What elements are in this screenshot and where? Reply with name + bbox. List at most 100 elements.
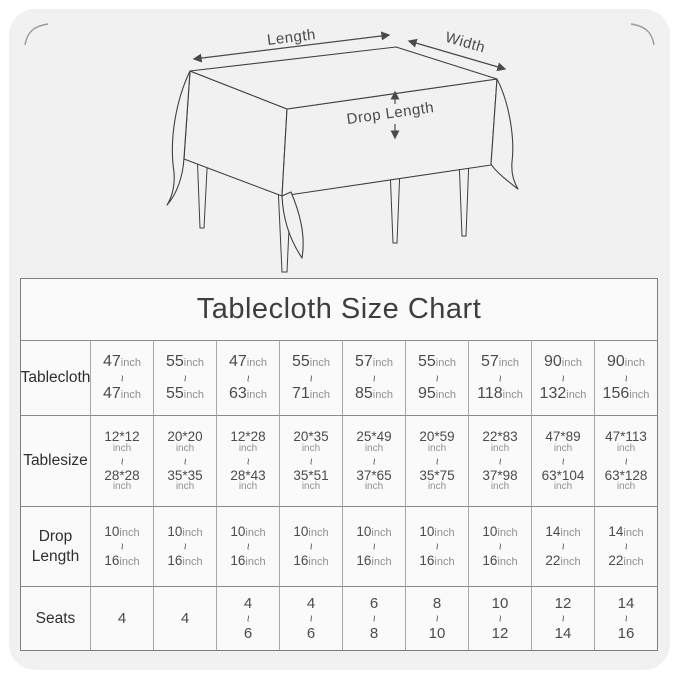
table-cell: 57inch ~85inch [342, 340, 405, 415]
cell-max: 16inch [104, 553, 140, 568]
cell-value: 4 [117, 609, 127, 627]
table-cell: 20*35 inch ~35*51 inch [279, 415, 342, 506]
cell-min: 57inch [481, 353, 519, 371]
range-tilde-icon: ~ [430, 457, 445, 465]
cell-unit: inch [175, 443, 195, 454]
range-tilde-icon: ~ [619, 457, 634, 465]
cell-unit: inch [175, 481, 195, 493]
cell-unit: inch [435, 388, 456, 401]
cell-unit: inch [182, 527, 203, 540]
cell-unit: inch [301, 481, 321, 493]
cell-min: 10inch [230, 524, 266, 540]
cell-min: 12*28 [230, 429, 266, 445]
cell-unit: inch [427, 443, 447, 454]
cell-min: 47inch [103, 353, 141, 371]
table-cell: 55inch ~95inch [405, 340, 468, 415]
cell-unit: inch [182, 556, 203, 568]
range-tilde-icon: ~ [241, 542, 256, 551]
cell-max: 37*98 [482, 467, 518, 483]
cell-min: 14 [617, 594, 635, 612]
cell-unit: inch [308, 527, 329, 540]
cell-max: 156inch [602, 384, 650, 402]
cell-unit: inch [112, 481, 132, 493]
cell-max: 28*28 [104, 467, 140, 483]
cell-unit: inch [371, 527, 392, 540]
cell-max: 8 [369, 625, 379, 642]
cell-unit: inch [434, 556, 455, 568]
range-tilde-icon: ~ [493, 542, 508, 551]
table-cell: 10inch ~16inch [468, 506, 531, 586]
range-tilde-icon: ~ [241, 374, 256, 382]
cell-unit: inch [435, 357, 456, 370]
cell-min: 90inch [544, 353, 582, 371]
table-cell: 10inch ~16inch [342, 506, 405, 586]
range-tilde-icon: ~ [367, 614, 382, 623]
row-header-drop-length: Drop Length [21, 506, 90, 586]
cell-max: 16inch [167, 553, 203, 568]
cell-max: 22inch [545, 553, 581, 568]
chart-title: Tablecloth Size Chart [196, 293, 482, 325]
table-cell: 12*12 inch ~28*28 inch [90, 415, 153, 506]
cell-unit: inch [616, 481, 636, 493]
cell-max: 95inch [418, 384, 456, 402]
range-tilde-icon: ~ [430, 542, 445, 551]
cell-max: 16inch [356, 553, 392, 568]
cell-max: 47inch [103, 384, 141, 402]
table-cell: 4 [90, 586, 153, 650]
cell-min: 47*113 [605, 429, 647, 445]
range-tilde-icon: ~ [493, 374, 508, 382]
cell-unit: inch [434, 527, 455, 540]
cell-unit: inch [624, 357, 645, 370]
cell-unit: inch [623, 556, 644, 568]
cell-min: 20*59 [419, 429, 455, 445]
range-tilde-icon: ~ [367, 542, 382, 551]
cell-min: 10inch [167, 524, 203, 540]
table-cell: 14inch ~22inch [531, 506, 594, 586]
table-cell: 14inch ~22inch [594, 506, 657, 586]
cell-min: 10inch [356, 524, 392, 540]
table-cell: 20*20 inch ~35*35 inch [153, 415, 216, 506]
cell-max: 10 [428, 625, 446, 642]
cell-unit: inch [246, 357, 267, 370]
range-tilde-icon: ~ [115, 374, 130, 382]
cell-min: 55inch [292, 353, 330, 371]
table-cell: 47inch ~47inch [90, 340, 153, 415]
cell-max: 16inch [482, 553, 518, 568]
range-tilde-icon: ~ [241, 614, 256, 623]
table-cell: 10 ~12 [468, 586, 531, 650]
cell-unit: inch [561, 357, 582, 370]
table-cell: 8 ~10 [405, 586, 468, 650]
cell-min: 14inch [545, 524, 581, 540]
range-tilde-icon: ~ [241, 457, 256, 465]
range-tilde-icon: ~ [115, 457, 130, 465]
cell-unit: inch [553, 443, 573, 454]
cell-max: 55inch [166, 384, 204, 402]
cell-max: 63inch [229, 384, 267, 402]
cell-unit: inch [623, 527, 644, 540]
table-cell: 6 ~8 [342, 586, 405, 650]
cell-unit: inch [427, 481, 447, 493]
cell-min: 6 [369, 594, 379, 612]
range-tilde-icon: ~ [115, 542, 130, 551]
table-cell: 10inch ~16inch [216, 506, 279, 586]
cell-min: 10inch [104, 524, 140, 540]
range-tilde-icon: ~ [493, 614, 508, 623]
cell-min: 47*89 [545, 429, 581, 445]
cell-min: 22*83 [482, 429, 518, 445]
cell-max: 63*104 [541, 467, 585, 483]
range-tilde-icon: ~ [178, 457, 193, 465]
cell-min: 20*20 [167, 429, 203, 445]
range-tilde-icon: ~ [619, 542, 634, 551]
cell-unit: inch [560, 527, 581, 540]
cell-min: 10inch [482, 524, 518, 540]
cell-unit: inch [183, 388, 204, 401]
table-cell: 4 ~6 [216, 586, 279, 650]
table-cell: 55inch ~71inch [279, 340, 342, 415]
cell-min: 25*49 [356, 429, 392, 445]
cell-max: 132inch [539, 384, 587, 402]
cell-unit: inch [238, 443, 258, 454]
cell-min: 10 [491, 594, 509, 612]
cell-min: 10inch [293, 524, 329, 540]
cell-unit: inch [364, 481, 384, 493]
cell-unit: inch [119, 527, 140, 540]
